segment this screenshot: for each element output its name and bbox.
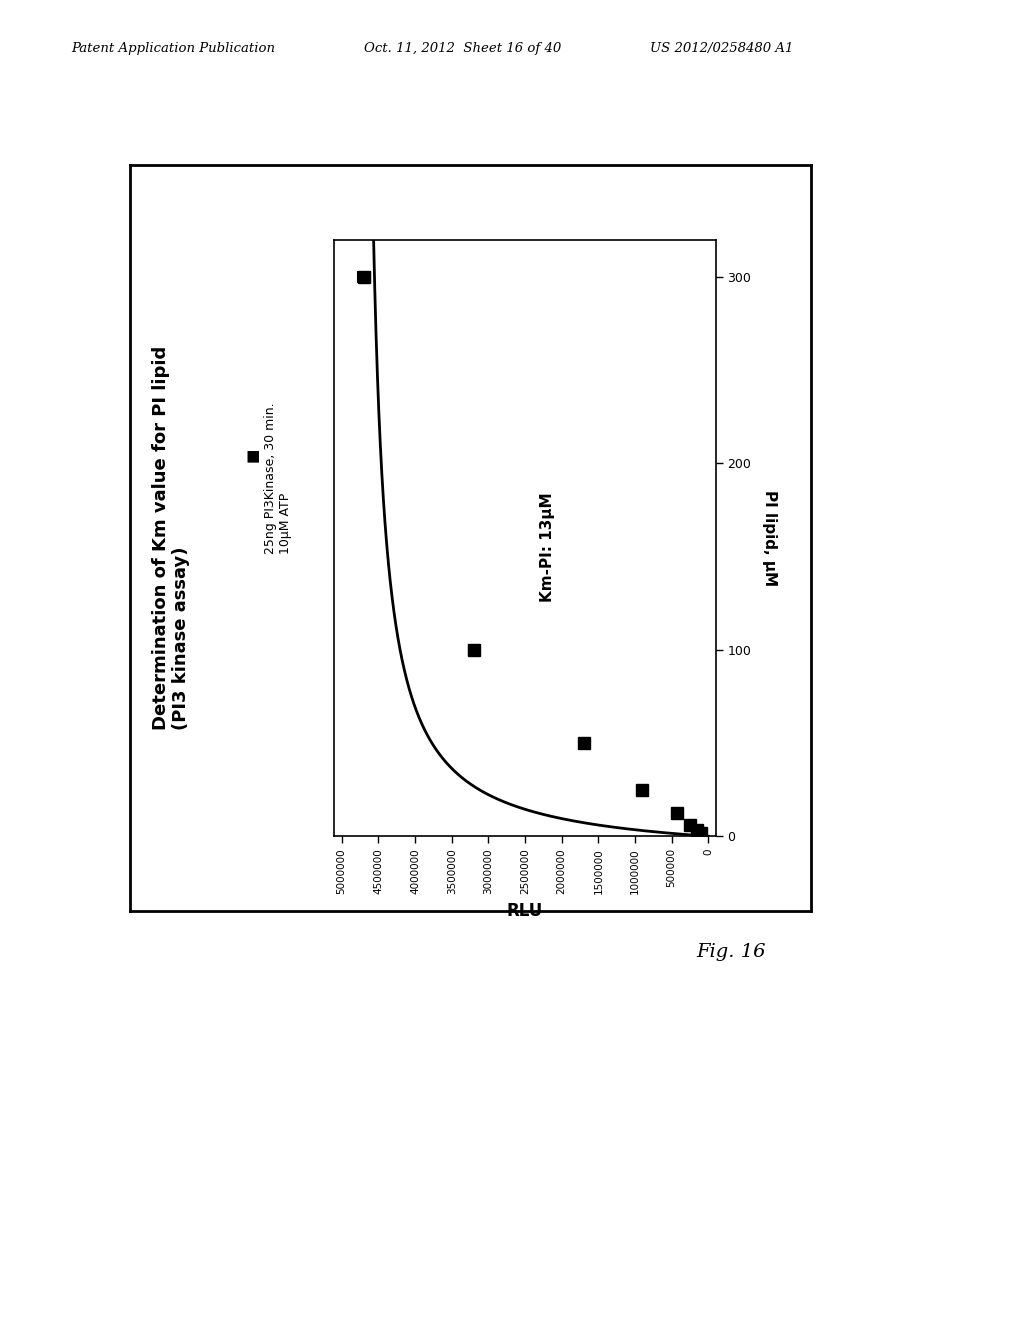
Text: Fig. 16: Fig. 16 bbox=[696, 942, 766, 961]
Text: Oct. 11, 2012  Sheet 16 of 40: Oct. 11, 2012 Sheet 16 of 40 bbox=[364, 42, 561, 55]
Text: Km-PI: 13μM: Km-PI: 13μM bbox=[540, 492, 555, 602]
Text: 25ng PI3Kinase, 30 min.
10μM ATP: 25ng PI3Kinase, 30 min. 10μM ATP bbox=[264, 403, 292, 554]
Y-axis label: PI lipid, μM: PI lipid, μM bbox=[763, 490, 777, 586]
Text: Determination of Km value for PI lipid
(PI3 kinase assay): Determination of Km value for PI lipid (… bbox=[152, 346, 190, 730]
Text: ■: ■ bbox=[245, 447, 260, 462]
X-axis label: RLU: RLU bbox=[507, 902, 543, 920]
Text: US 2012/0258480 A1: US 2012/0258480 A1 bbox=[650, 42, 794, 55]
Text: Patent Application Publication: Patent Application Publication bbox=[72, 42, 275, 55]
